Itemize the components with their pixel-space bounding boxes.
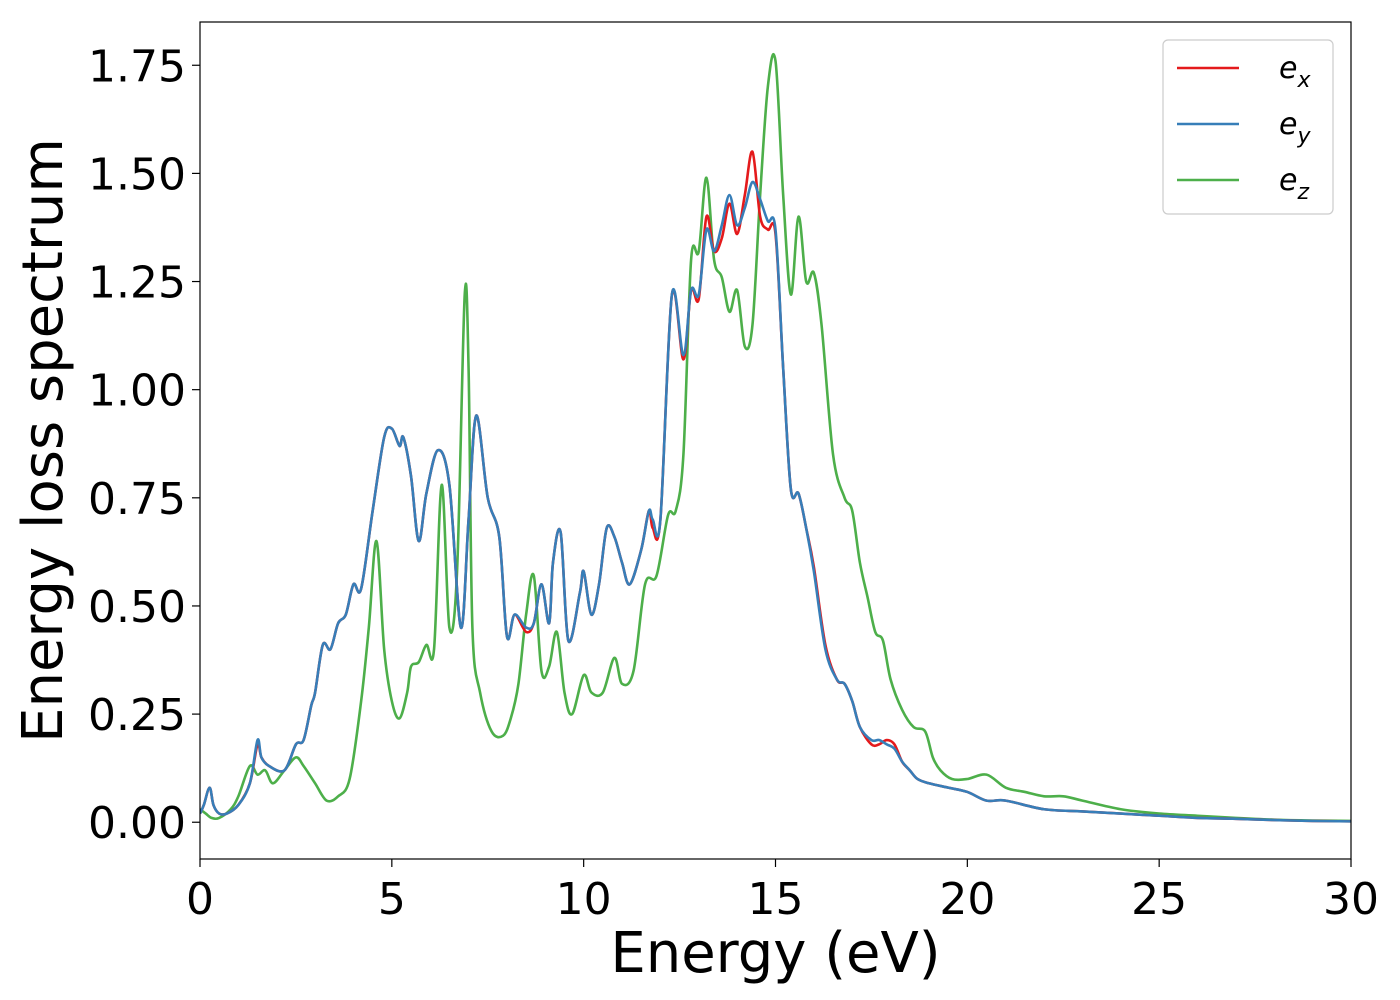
series-line-e_x	[200, 150, 1351, 823]
y-tick-label: 1.25	[88, 258, 186, 309]
legend-label: ey	[1279, 107, 1311, 149]
legend: ex ey ez	[1162, 39, 1334, 215]
series-line-e_z	[200, 52, 1351, 823]
y-tick-label: 0.25	[88, 690, 186, 741]
x-axis-title: Energy (eV)	[610, 921, 940, 986]
y-tick-label: 1.00	[88, 366, 186, 417]
series-layer	[200, 52, 1351, 823]
x-axis-ticks: 0 5 10 15 20 25 30	[186, 859, 1379, 925]
y-tick-label: 0.75	[88, 474, 186, 525]
y-tick-label: 0.50	[88, 582, 186, 633]
x-tick-label: 20	[939, 874, 995, 925]
legend-label: ex	[1279, 51, 1311, 93]
y-tick-label: 1.75	[88, 41, 186, 92]
y-axis-title: Energy loss spectrum	[11, 138, 76, 743]
x-tick-label: 30	[1323, 874, 1379, 925]
legend-box	[1162, 39, 1334, 215]
x-tick-label: 25	[1131, 874, 1187, 925]
legend-items: ex ey ez	[1177, 51, 1311, 205]
x-tick-label: 15	[748, 874, 804, 925]
x-tick-label: 5	[378, 874, 406, 925]
legend-item-e_y: ey	[1177, 107, 1311, 149]
x-tick-label: 0	[186, 874, 214, 925]
series-line-e_y	[200, 180, 1351, 823]
x-tick-label: 10	[556, 874, 612, 925]
y-axis-ticks: 0.00 0.25 0.50 0.75 1.00 1.25 1.50 1.75	[88, 41, 200, 849]
legend-item-e_z: ez	[1177, 163, 1309, 205]
legend-label: ez	[1279, 163, 1309, 205]
y-tick-label: 1.50	[88, 149, 186, 200]
legend-item-e_x: ex	[1177, 51, 1311, 93]
y-tick-label: 0.00	[88, 798, 186, 849]
